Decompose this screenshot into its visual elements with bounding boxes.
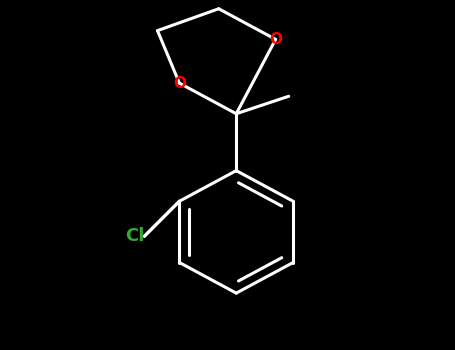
Text: O: O bbox=[269, 32, 282, 47]
Text: Cl: Cl bbox=[125, 227, 144, 245]
Text: O: O bbox=[173, 76, 186, 91]
